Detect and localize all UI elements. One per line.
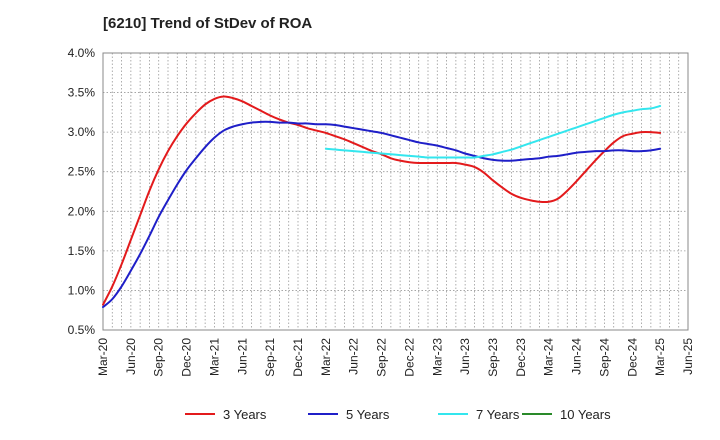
x-tick-label: Mar-20 <box>96 338 110 376</box>
x-tick-label: Jun-20 <box>124 338 138 375</box>
legend-label-5-years: 5 Years <box>346 407 390 422</box>
legend-label-3-years: 3 Years <box>223 407 267 422</box>
y-tick-label: 1.0% <box>68 283 96 297</box>
x-tick-label: Dec-20 <box>180 338 194 377</box>
x-tick-label: Sep-22 <box>375 338 389 377</box>
y-tick-label: 1.5% <box>68 244 96 258</box>
x-tick-label: Jun-21 <box>235 338 249 375</box>
y-tick-label: 3.5% <box>68 86 96 100</box>
legend-label-7-years: 7 Years <box>476 407 520 422</box>
x-tick-label: Mar-24 <box>542 338 556 376</box>
legend: 3 Years 5 Years 7 Years 10 Years <box>185 407 611 422</box>
series-line-5-years <box>102 120 662 309</box>
plot-border <box>102 52 689 331</box>
y-tick-label: 0.5% <box>68 323 96 337</box>
x-tick-label: Mar-22 <box>319 338 333 376</box>
x-tick-label: Sep-20 <box>152 338 166 377</box>
axis-labels: 4.0% 3.5% 3.0% 2.5% 2.0% 1.5% 1.0% 0.5%Mar-20 Ju… <box>68 46 695 377</box>
x-tick-label: Jun-24 <box>570 338 584 375</box>
x-tick-label: Dec-22 <box>402 338 416 377</box>
x-tick-label: Dec-23 <box>514 338 528 377</box>
x-tick-label: Dec-24 <box>625 338 639 377</box>
y-tick-label: 2.0% <box>68 204 96 218</box>
x-tick-label: Mar-25 <box>653 338 667 376</box>
x-tick-label: Jun-23 <box>458 338 472 375</box>
series-line-7-years <box>324 105 662 159</box>
y-tick-label: 2.5% <box>68 165 96 179</box>
legend-label-10-years: 10 Years <box>560 407 611 422</box>
y-tick-label: 4.0% <box>68 46 96 60</box>
series-layer <box>102 95 662 309</box>
chart-title: [6210] Trend of StDev of ROA <box>103 15 313 32</box>
x-tick-label: Mar-23 <box>430 338 444 376</box>
grid <box>102 52 689 331</box>
x-tick-label: Mar-21 <box>207 338 221 376</box>
x-tick-label: Jun-22 <box>347 338 361 375</box>
x-tick-label: Sep-21 <box>263 338 277 377</box>
x-tick-label: Sep-23 <box>486 338 500 377</box>
x-tick-label: Dec-21 <box>291 338 305 377</box>
x-tick-label: Sep-24 <box>597 338 611 377</box>
y-tick-label: 3.0% <box>68 125 96 139</box>
x-tick-label: Jun-25 <box>681 338 695 375</box>
